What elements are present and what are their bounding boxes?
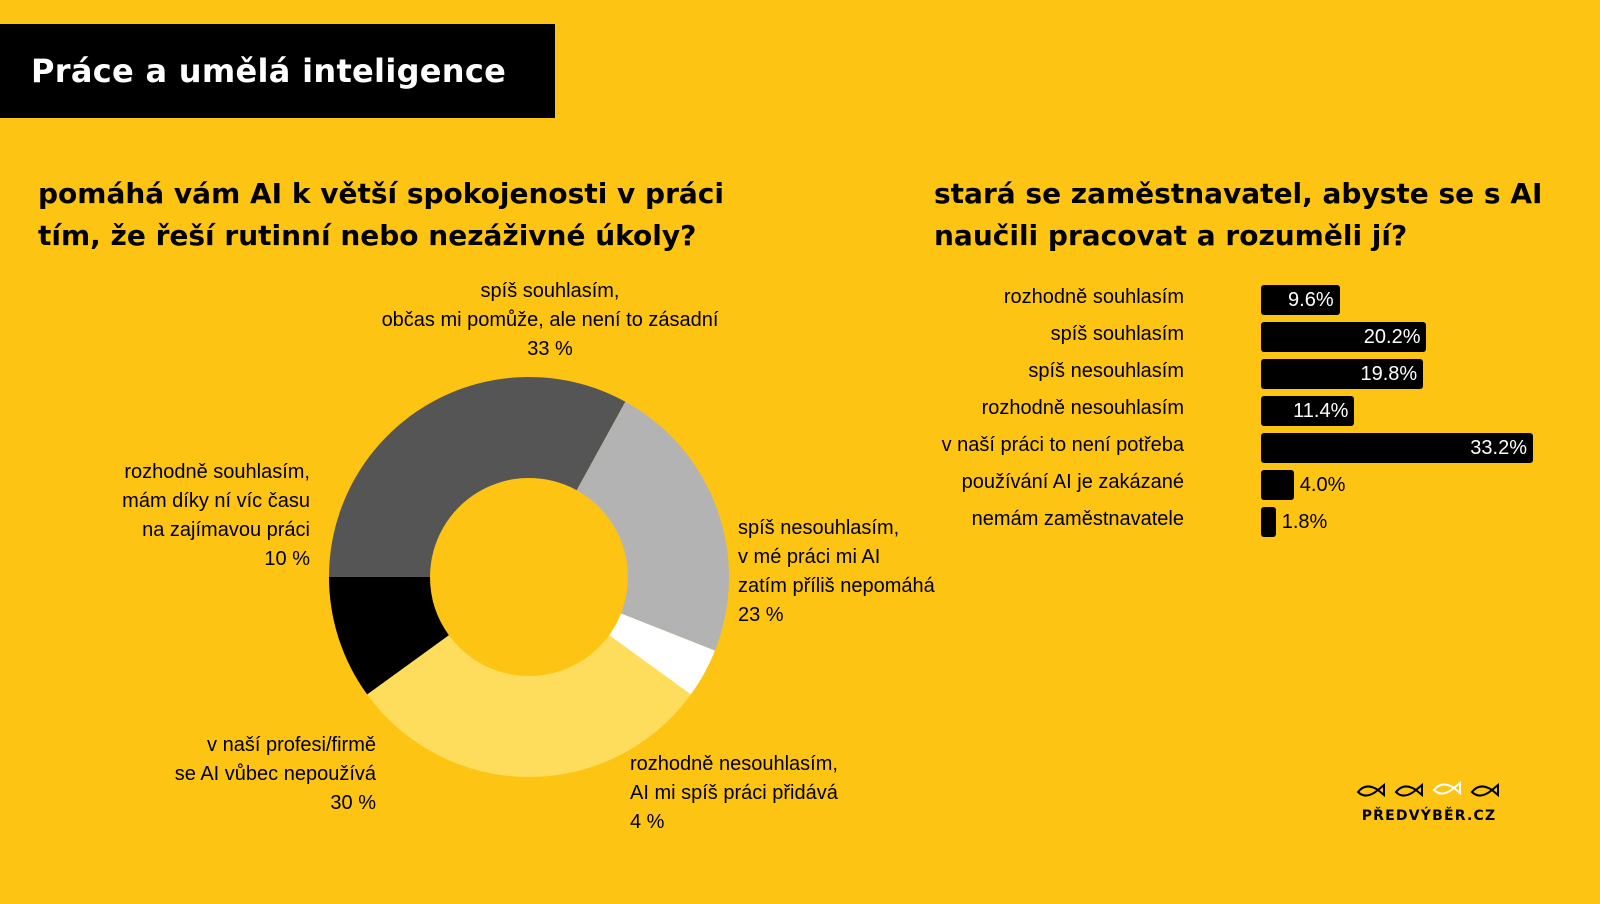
slice-label-nepouziva: v naší profesi/firmě se AI vůbec nepouží… <box>100 731 376 818</box>
bar <box>1261 285 1340 315</box>
bar-category-label: v naší práci to není potřeba <box>941 434 1184 456</box>
bar-title-line-2: naučili pracovat a rozuměli jí? <box>934 219 1408 252</box>
logo: PŘEDVÝBĚR.CZ <box>1354 778 1504 828</box>
bar-category-label: nemám zaměstnavatele <box>971 508 1184 530</box>
bar-row: rozhodně souhlasím 9.6% <box>934 282 1574 319</box>
bar-value-label: 11.4% <box>1293 400 1349 422</box>
slice-value-label: 23 % <box>738 604 784 626</box>
donut-chart-svg <box>329 377 729 778</box>
bar-value-label: 20.2% <box>1363 326 1421 348</box>
slice-label-text: se AI vůbec nepoužívá <box>174 763 376 785</box>
bar <box>1261 359 1424 389</box>
horizontal-bar-chart: rozhodně souhlasím 9.6% spíš souhlasím 20.2… <box>934 282 1574 541</box>
bar-row: spíš souhlasím 20.2% <box>934 319 1574 356</box>
bar <box>1261 507 1276 537</box>
slice-value-label: 33 % <box>527 338 573 360</box>
bar <box>1261 470 1294 500</box>
donut-slice-nepouziva <box>367 635 691 778</box>
slice-label-text: občas mi pomůže, ale není to zásadní <box>381 309 719 331</box>
bar-value-label: 19.8% <box>1360 363 1418 385</box>
bar-category-label: spíš souhlasím <box>1050 323 1184 345</box>
slice-label-text: AI mi spíš práci přidává <box>630 782 838 804</box>
bar-row: používání AI je zakázané 4.0% <box>934 467 1574 504</box>
bar-value-label: 33.2% <box>1470 437 1527 459</box>
bar-row: rozhodně nesouhlasím 11.4% <box>934 393 1574 430</box>
bar-row: v naší práci to není potřeba 33.2% <box>934 430 1574 467</box>
slice-label-text: na zajímavou práci <box>142 519 310 541</box>
bar-row: spíš nesouhlasím 19.8% <box>934 356 1574 393</box>
slice-label-text: rozhodně souhlasím, <box>124 461 310 483</box>
donut-title-line-1: pomáhá vám AI k větší spokojenosti v prá… <box>38 177 724 210</box>
donut-slice-rozhodne-nesouhlasim <box>609 613 715 695</box>
logo-text: PŘEDVÝBĚR.CZ <box>1361 808 1497 824</box>
donut-slice-rozhodne-souhlasim <box>329 577 449 695</box>
slice-label-text: spíš souhlasím, <box>480 280 620 302</box>
bar-row: nemám zaměstnavatele 1.8% <box>934 504 1574 541</box>
bar <box>1261 433 1533 463</box>
slice-label-rozhodne-souhlasim: rozhodně souhlasím, mám díky ní víc času… <box>50 458 310 574</box>
bar-chart-title: stará se zaměstnavatel, abyste se s AI n… <box>934 173 1574 257</box>
bar-value-label: 4.0% <box>1299 474 1346 496</box>
donut-slice-spis-nesouhlasim <box>576 401 729 651</box>
slice-label-spis-nesouhlasim: spíš nesouhlasím, v mé práci mi AI zatím… <box>738 514 968 630</box>
bar-value-label: 1.8% <box>1281 511 1328 533</box>
slice-label-text: v naší profesi/firmě <box>207 734 376 756</box>
header-bar: Práce a umělá inteligence <box>0 24 555 118</box>
bar-category-label: rozhodně souhlasím <box>1003 286 1184 308</box>
slice-value-label: 10 % <box>264 548 310 570</box>
slice-value-label: 30 % <box>330 792 376 814</box>
slice-label-text: rozhodně nesouhlasím, <box>630 753 838 775</box>
donut-chart-title: pomáhá vám AI k větší spokojenosti v prá… <box>38 173 778 257</box>
donut-slice-spis-souhlasim <box>329 377 626 577</box>
donut-chart: spíš souhlasím, občas mi pomůže, ale nen… <box>50 277 935 837</box>
donut-title-line-2: tím, že řeší rutinní nebo nezáživné úkol… <box>38 219 697 252</box>
slice-label-text: mám díky ní víc času <box>122 490 310 512</box>
bar-title-line-1: stará se zaměstnavatel, abyste se s AI <box>934 177 1543 210</box>
slice-label-text: v mé práci mi AI <box>738 546 881 568</box>
bar-category-label: používání AI je zakázané <box>961 471 1184 493</box>
page-title: Práce a umělá inteligence <box>31 52 507 90</box>
fish-icon <box>1356 780 1499 798</box>
slice-label-spis-souhlasim: spíš souhlasím, občas mi pomůže, ale nen… <box>320 277 780 364</box>
bar <box>1261 322 1427 352</box>
bar-value-label: 9.6% <box>1288 289 1334 311</box>
bar-category-label: rozhodně nesouhlasím <box>981 397 1184 419</box>
bar <box>1261 396 1355 426</box>
slice-label-rozhodne-nesouhlasim: rozhodně nesouhlasím, AI mi spíš práci p… <box>630 750 890 837</box>
bar-category-label: spíš nesouhlasím <box>1028 360 1184 382</box>
slice-label-text: spíš nesouhlasím, <box>738 517 900 539</box>
slice-value-label: 4 % <box>630 811 665 833</box>
slice-label-text: zatím příliš nepomáhá <box>738 575 935 597</box>
